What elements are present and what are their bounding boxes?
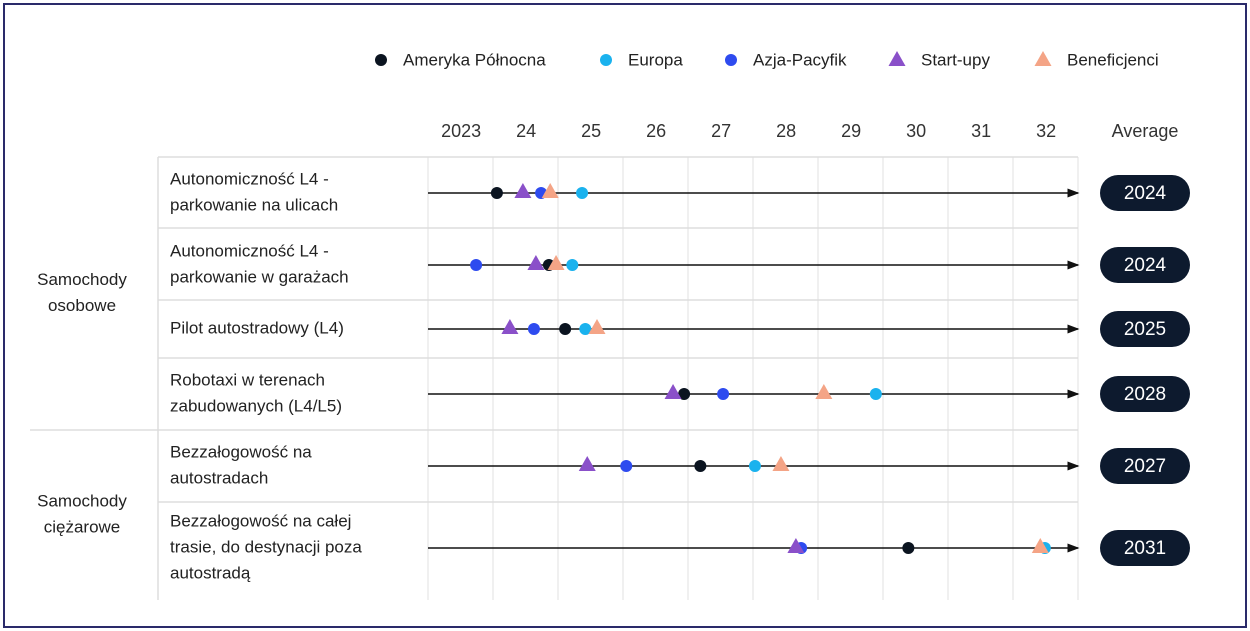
dot xyxy=(514,183,532,198)
x-tick-label: 30 xyxy=(906,121,926,141)
dot xyxy=(772,456,790,471)
dot xyxy=(527,323,540,335)
dot xyxy=(869,388,882,400)
average-value: 2031 xyxy=(1124,538,1166,559)
dot xyxy=(527,255,545,270)
dot xyxy=(566,259,579,271)
legend-marker xyxy=(1034,51,1052,66)
dot xyxy=(678,388,691,400)
row-label: Bezzałogowość na całej xyxy=(170,511,351,530)
x-tick-label: 32 xyxy=(1036,121,1056,141)
x-tick-label: 27 xyxy=(711,121,731,141)
dot xyxy=(541,183,559,198)
average-value: 2024 xyxy=(1124,255,1167,276)
legend-marker xyxy=(725,54,737,66)
average-badge xyxy=(1100,311,1190,347)
dot xyxy=(748,460,761,472)
dot xyxy=(559,323,572,335)
dot xyxy=(787,538,805,553)
legend-label: Azja-Pacyfik xyxy=(753,50,847,69)
dot xyxy=(815,384,833,399)
group-label: Samochody xyxy=(37,491,127,510)
row-label: autostradach xyxy=(170,468,268,487)
x-tick-label: 2023 xyxy=(441,121,481,141)
row-label: trasie, do destynacji poza xyxy=(170,537,362,556)
x-tick-label: 31 xyxy=(971,121,991,141)
row-label: Autonomiczność L4 - xyxy=(170,169,329,188)
legend-marker xyxy=(375,54,387,66)
dot xyxy=(547,255,565,270)
x-tick-label: 29 xyxy=(841,121,861,141)
legend-label: Start-upy xyxy=(921,50,990,69)
legend-marker xyxy=(888,51,906,66)
x-tick-label: 28 xyxy=(776,121,796,141)
frame xyxy=(3,3,1247,628)
row-label: Pilot autostradowy (L4) xyxy=(170,318,344,337)
legend-label: Beneficjenci xyxy=(1067,50,1159,69)
row-label: parkowanie w garażach xyxy=(170,267,349,286)
average-value: 2027 xyxy=(1124,456,1166,477)
x-tick-label: 26 xyxy=(646,121,666,141)
average-badge xyxy=(1100,530,1190,566)
dot xyxy=(902,542,915,554)
row-label: zabudowanych (L4/L5) xyxy=(170,396,342,415)
legend-label: Ameryka Północna xyxy=(403,50,546,69)
average-value: 2024 xyxy=(1124,183,1167,204)
average-badge xyxy=(1100,376,1190,412)
row-label: Autonomiczność L4 - xyxy=(170,241,329,260)
average-badge xyxy=(1100,448,1190,484)
average-value: 2028 xyxy=(1124,384,1166,405)
average-badge xyxy=(1100,247,1190,283)
group-label: ciężarowe xyxy=(44,517,121,536)
group-label: osobowe xyxy=(48,296,116,315)
row-label: autostradą xyxy=(170,563,251,582)
dot xyxy=(1031,538,1049,553)
group-label: Samochody xyxy=(37,270,127,289)
dot xyxy=(694,460,707,472)
dot xyxy=(490,187,503,199)
row-label: parkowanie na ulicach xyxy=(170,195,338,214)
dot xyxy=(470,259,483,271)
dot xyxy=(501,319,519,334)
dot xyxy=(664,384,682,399)
dot xyxy=(620,460,633,472)
dot xyxy=(588,319,606,334)
row-label: Bezzałogowość na xyxy=(170,442,312,461)
dot xyxy=(579,323,592,335)
dot xyxy=(578,456,596,471)
average-value: 2025 xyxy=(1124,319,1166,340)
legend-label: Europa xyxy=(628,50,683,69)
legend-marker xyxy=(600,54,612,66)
x-tick-label: 24 xyxy=(516,121,536,141)
average-header: Average xyxy=(1112,121,1179,141)
row-label: Robotaxi w terenach xyxy=(170,370,325,389)
dot xyxy=(576,187,589,199)
x-tick-label: 25 xyxy=(581,121,601,141)
dot xyxy=(717,388,730,400)
average-badge xyxy=(1100,175,1190,211)
